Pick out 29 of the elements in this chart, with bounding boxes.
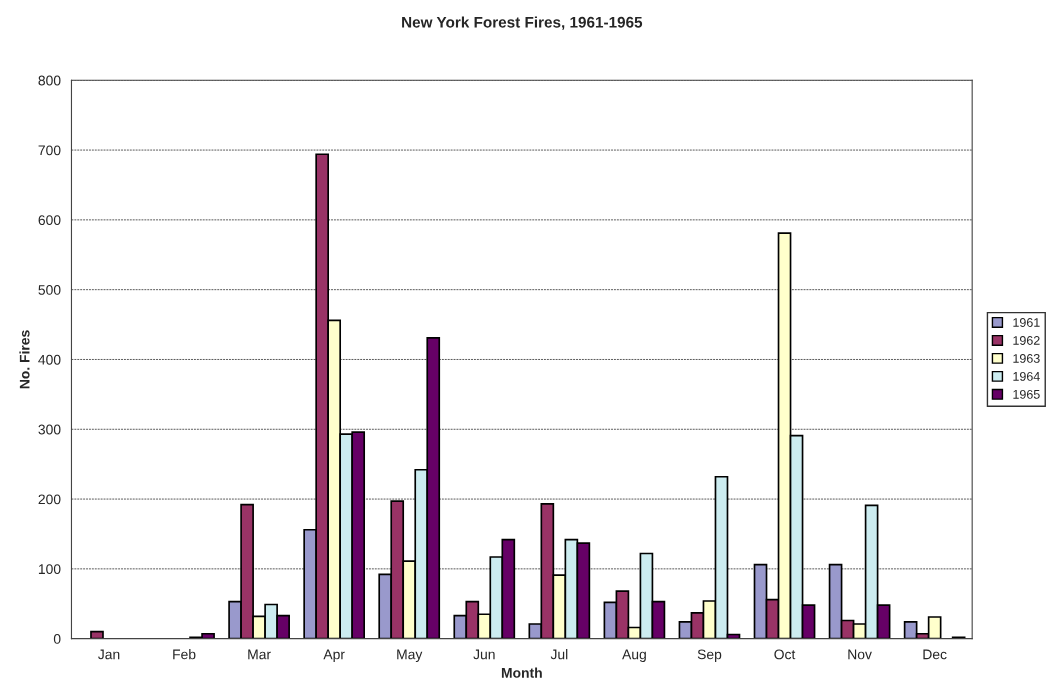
y-tick-label: 0 — [53, 634, 61, 644]
y-tick-label: 600 — [38, 215, 61, 226]
x-tick-label: Nov — [848, 649, 872, 660]
legend-label: 1961 — [1013, 318, 1040, 327]
x-axis-title: Month — [501, 667, 542, 678]
legend-label: 1965 — [1013, 389, 1040, 399]
x-tick-label: Jun — [473, 649, 495, 660]
x-tick-label: Jan — [98, 649, 120, 660]
y-tick-label: 700 — [38, 145, 61, 156]
y-tick-label: 100 — [38, 564, 61, 575]
x-tick-label: Sep — [697, 649, 722, 663]
x-tick-label: Dec — [923, 649, 947, 660]
legend-label: 1964 — [1013, 371, 1040, 381]
x-tick-label: Oct — [774, 649, 796, 660]
x-tick-label: Aug — [622, 649, 646, 663]
legend-label: 1963 — [1013, 354, 1040, 363]
y-tick-label: 500 — [38, 285, 61, 295]
x-tick-label: Jul — [550, 649, 568, 660]
x-tick-label: Feb — [173, 649, 196, 660]
y-tick-label: 200 — [38, 494, 61, 505]
y-tick-label: 800 — [38, 75, 61, 86]
chart-title: New York Forest Fires, 1961-1965 — [402, 16, 643, 30]
x-tick-label: Mar — [248, 649, 271, 660]
x-tick-label: May — [397, 649, 423, 663]
legend-label: 1962 — [1013, 336, 1040, 345]
y-tick-label: 300 — [38, 424, 61, 435]
x-tick-label: Apr — [323, 649, 345, 663]
y-tick-label: 400 — [38, 354, 61, 365]
y-axis-title: No. Fires — [19, 330, 30, 389]
